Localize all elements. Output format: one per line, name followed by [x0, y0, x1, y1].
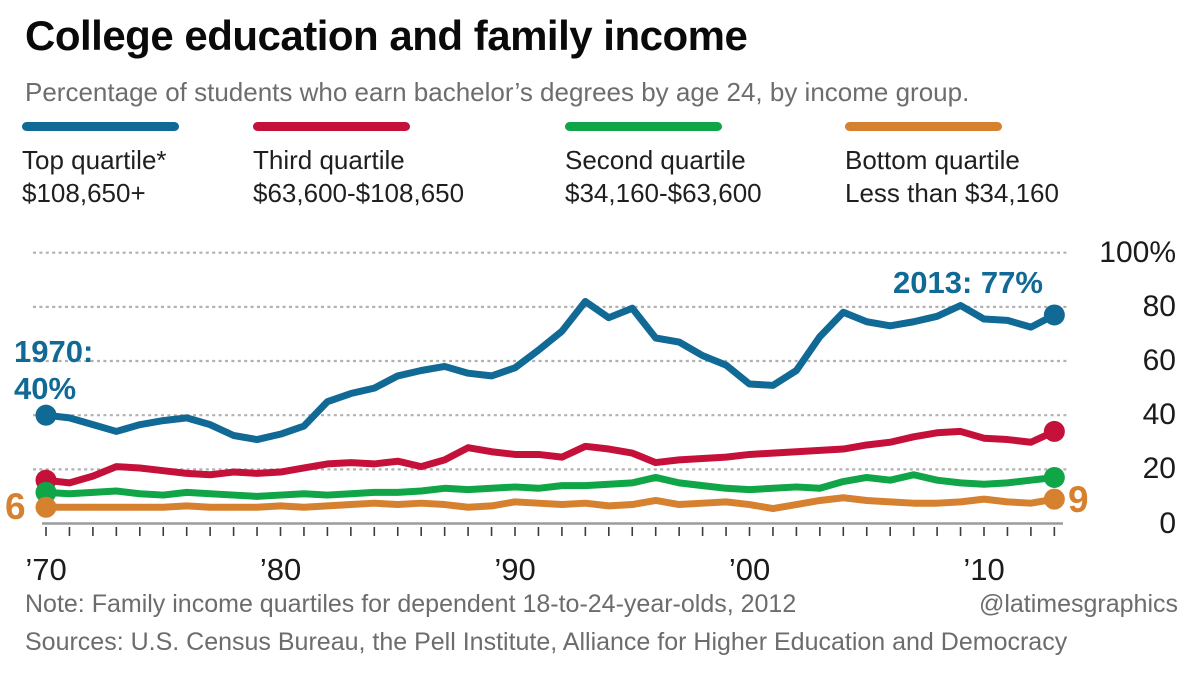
legend-label: Third quartile: [253, 145, 405, 175]
annotation-1970: 1970: 40%: [14, 333, 93, 407]
page-title: College education and family income: [25, 12, 748, 59]
x-axis-label: ’80: [259, 552, 302, 587]
legend-range: $34,160-$63,600: [565, 178, 762, 208]
x-axis-label: ’00: [728, 552, 771, 587]
series-endpoint-dot-top-quartile: [1043, 304, 1065, 326]
series-endpoint-dot-second-quartile: [1043, 466, 1065, 488]
legend-range: $108,650+: [22, 178, 146, 208]
y-axis-label: 20: [1142, 452, 1176, 486]
subtitle: Percentage of students who earn bachelor…: [25, 77, 970, 107]
series-line-top-quartile: [42, 297, 1058, 444]
series-line-second-quartile: [42, 471, 1058, 500]
series-line-bottom-quartile: [42, 494, 1058, 513]
x-axis-label: ’10: [963, 552, 1005, 587]
legend-item-third-quartile: Third quartile $63,600-$108,650: [253, 122, 513, 210]
annotation-1970-line2: 40%: [14, 371, 77, 406]
series-endpoint-dot-second-quartile: [35, 481, 57, 503]
legend-swatch-second-quartile: [565, 122, 722, 131]
y-axis-label: 40: [1142, 398, 1176, 432]
y-axis-label: 80: [1142, 289, 1176, 323]
x-axis-label: ’70: [25, 552, 67, 587]
legend-range: Less than $34,160: [845, 178, 1059, 208]
series-endpoint-dot-bottom-quartile: [35, 496, 57, 518]
annotation-1970-line1: 1970:: [14, 334, 94, 369]
annotation-bottom-start: 6: [5, 486, 26, 527]
legend-item-second-quartile: Second quartile $34,160-$63,600: [565, 122, 825, 210]
footer-sources: Sources: U.S. Census Bureau, the Pell In…: [25, 628, 1068, 656]
legend-swatch-third-quartile: [253, 122, 410, 131]
x-axis-label: ’90: [494, 552, 536, 587]
series-endpoint-dot-top-quartile: [35, 404, 57, 426]
series-endpoint-dot-bottom-quartile: [1043, 488, 1065, 510]
legend-range: $63,600-$108,650: [253, 178, 465, 208]
legend-swatch-bottom-quartile: [845, 122, 1002, 131]
legend-label: Second quartile: [565, 145, 746, 175]
annotation-2013: 2013: 77%: [893, 265, 1043, 300]
annotation-bottom-end: 9: [1068, 479, 1089, 520]
series-line-third-quartile: [42, 427, 1058, 487]
series-endpoint-dot-third-quartile: [1043, 420, 1065, 442]
legend-label: Bottom quartile: [845, 145, 1020, 175]
legend-item-top-quartile: Top quartile* $108,650+: [22, 122, 282, 210]
footer-note: Note: Family income quartiles for depend…: [25, 590, 797, 618]
legend-label: Top quartile*: [22, 145, 167, 175]
legend-swatch-top-quartile: [22, 122, 179, 131]
y-axis-label: 100%: [1099, 235, 1176, 269]
footer-handle: @latimesgraphics: [978, 590, 1178, 618]
legend-item-bottom-quartile: Bottom quartile Less than $34,160: [845, 122, 1105, 210]
y-axis-label: 60: [1142, 344, 1176, 378]
y-axis-label: 0: [1159, 506, 1176, 540]
